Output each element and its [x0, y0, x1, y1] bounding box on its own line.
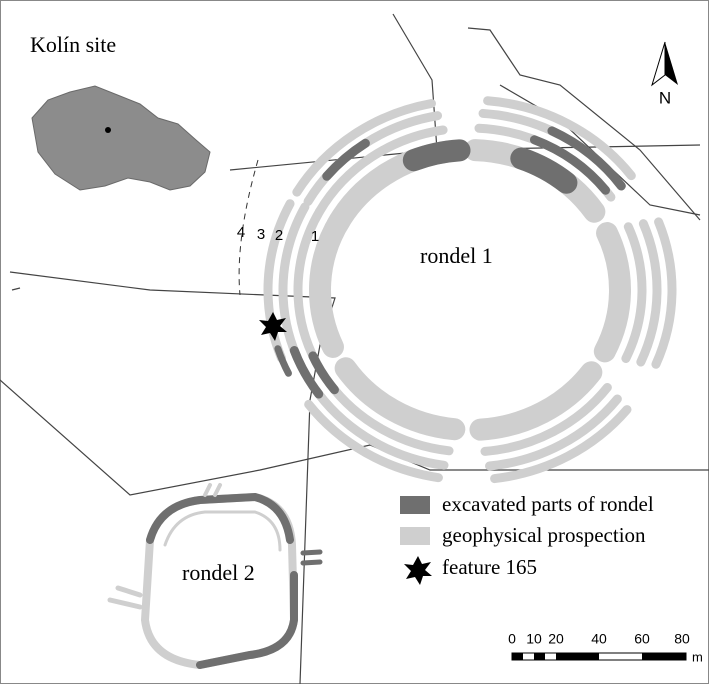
scale-label: 20	[548, 631, 564, 647]
rondel-label: rondel 1	[420, 243, 493, 268]
ditch-number: 4	[237, 224, 245, 241]
map-canvas: N Kolín site rondel 1 rondel 2 4 3 2 1 e…	[0, 0, 709, 684]
scale-bar	[512, 653, 686, 660]
legend-label: excavated parts of rondel	[442, 492, 654, 516]
ditch-number: 2	[275, 227, 283, 244]
scale-label: 60	[634, 631, 650, 647]
scale-label: 10	[526, 631, 542, 647]
ditch-number: 3	[257, 226, 265, 243]
ditch-segment	[414, 150, 460, 160]
site-dot	[105, 127, 111, 133]
legend-label: feature 165	[442, 555, 537, 579]
site-title: Kolín site	[30, 32, 116, 57]
scale-label: 80	[674, 631, 690, 647]
scale-unit: m	[692, 649, 703, 664]
map: N Kolín site rondel 1 rondel 2 4 3 2 1 e…	[0, 0, 709, 684]
scale-label: 40	[591, 631, 607, 647]
legend-swatch	[400, 496, 430, 514]
scale-label: 0	[508, 631, 516, 647]
legend-label: geophysical prospection	[442, 523, 646, 547]
north-label: N	[659, 88, 671, 107]
ditch-number: 1	[311, 228, 319, 245]
legend-swatch	[400, 527, 430, 545]
rondel-label: rondel 2	[182, 560, 255, 585]
